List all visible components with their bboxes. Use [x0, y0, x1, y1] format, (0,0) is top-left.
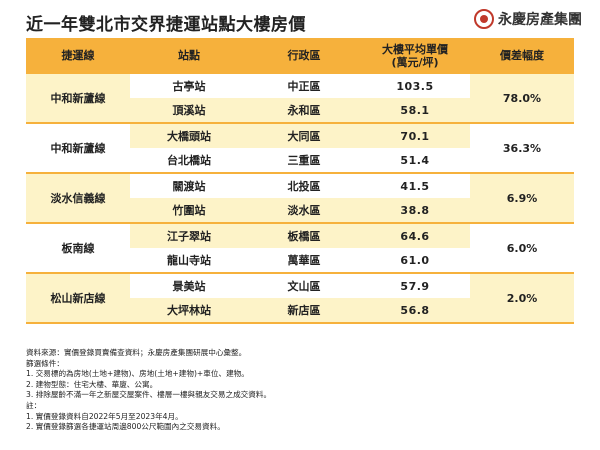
district-cell: 新店區 [287, 304, 321, 317]
group-line: 板南線 [61, 242, 95, 255]
district-cell: 北投區 [287, 180, 321, 193]
group-line: 中和新蘆線 [50, 92, 106, 105]
price-cell: 51.4 [400, 153, 430, 167]
table-row: 古亭站 中正區 103.5 [130, 74, 470, 98]
district-cell: 板橋區 [287, 230, 321, 243]
district-cell: 中正區 [287, 80, 321, 93]
page-title: 近一年雙北市交界捷運站點大樓房價 [26, 15, 306, 35]
note-line: 篩選條件： [26, 358, 64, 368]
table-row: 江子翠站 板橋區 64.6 [130, 224, 470, 248]
station-cell: 古亭站 [172, 80, 206, 93]
header-line: 捷運線 [61, 49, 95, 63]
group-line: 松山新店線 [50, 292, 106, 305]
note-line: 3. 排除屋齡不滿一年之新屋交屋案件、樓層一樓與親友交易之成交資料。 [26, 390, 272, 400]
source-notes: 資料來源：實價登錄買賣備查資料；永慶房產集團研展中心彙整。 篩選條件： 1. 交… [26, 348, 271, 433]
price-cell: 41.5 [400, 179, 430, 193]
station-cell: 關渡站 [172, 180, 206, 193]
note-line: 2. 建物型態：住宅大樓、華廈、公寓。 [26, 379, 158, 389]
station-cell: 江子翠站 [167, 230, 211, 243]
note-line: 註： [26, 400, 42, 410]
table-group: 淡水信義線 關渡站 北投區 41.5 竹圍站 淡水區 38.8 6.9% [26, 174, 574, 224]
price-cell: 103.5 [396, 79, 434, 93]
price-cell: 58.1 [400, 103, 430, 117]
note-line: 1. 交易標的為房地(土地+建物)、房地(土地+建物)+車位、建物。 [26, 369, 249, 379]
district-cell: 大同區 [287, 130, 321, 143]
price-cell: 38.8 [400, 203, 430, 217]
price-cell: 70.1 [400, 129, 430, 143]
price-cell: 64.6 [400, 229, 430, 243]
price-cell: 56.8 [400, 303, 430, 317]
diff-cell: 36.3% [502, 141, 542, 155]
district-cell: 文山區 [287, 280, 321, 293]
brand-logo-icon [474, 9, 494, 29]
table-header: 捷運線 站點 行政區 大樓平均單價 (萬元/坪) 價差幅度 [26, 38, 574, 74]
brand-name: 永慶房產集團 [498, 12, 582, 28]
station-cell: 台北橋站 [167, 154, 211, 167]
district-cell: 三重區 [287, 154, 321, 167]
header-district: 行政區 [287, 49, 321, 63]
station-cell: 竹圍站 [172, 204, 206, 217]
group-line: 淡水信義線 [50, 192, 106, 205]
note-line: 2. 實價登錄篩選各捷運站周邊800公尺範圍內之交易資料。 [26, 422, 225, 432]
table-row: 景美站 文山區 57.9 [130, 274, 470, 298]
table-group: 中和新蘆線 古亭站 中正區 103.5 頂溪站 永和區 58.1 78.0% [26, 74, 574, 124]
diff-cell: 78.0% [502, 91, 542, 105]
price-cell: 61.0 [400, 253, 430, 267]
station-cell: 龍山寺站 [167, 254, 211, 267]
diff-cell: 6.9% [506, 191, 538, 205]
table-row: 竹圍站 淡水區 38.8 [130, 198, 470, 222]
district-cell: 淡水區 [287, 204, 321, 217]
note-line: 資料來源：實價登錄買賣備查資料；永慶房產集團研展中心彙整。 [26, 348, 247, 357]
table-row: 關渡站 北投區 41.5 [130, 174, 470, 198]
table-row: 頂溪站 永和區 58.1 [130, 98, 470, 122]
header-diff: 價差幅度 [500, 49, 544, 63]
brand: 永慶房產集團 [474, 9, 582, 29]
price-cell: 57.9 [400, 279, 430, 293]
table-row: 龍山寺站 萬華區 61.0 [130, 248, 470, 272]
diff-cell: 2.0% [506, 291, 538, 305]
table-group: 板南線 江子翠站 板橋區 64.6 龍山寺站 萬華區 61.0 6.0% [26, 224, 574, 274]
station-cell: 大橋頭站 [167, 130, 211, 143]
table-row: 大橋頭站 大同區 70.1 [130, 124, 470, 148]
note-line: 1. 實價登錄資料自2022年5月至2023年4月。 [26, 411, 183, 421]
table-row: 大坪林站 新店區 56.8 [130, 298, 470, 322]
table-group: 松山新店線 景美站 文山區 57.9 大坪林站 新店區 56.8 2.0% [26, 274, 574, 324]
table-group: 中和新蘆線 大橋頭站 大同區 70.1 台北橋站 三重區 51.4 36.3% [26, 124, 574, 174]
price-table: 捷運線 站點 行政區 大樓平均單價 (萬元/坪) 價差幅度 中和新蘆線 古亭站 … [26, 38, 574, 324]
group-line: 中和新蘆線 [50, 142, 106, 155]
diff-cell: 6.0% [506, 241, 538, 255]
district-cell: 萬華區 [287, 254, 321, 267]
station-cell: 頂溪站 [172, 104, 206, 117]
station-cell: 大坪林站 [167, 304, 211, 317]
station-cell: 景美站 [172, 280, 206, 293]
table-row: 台北橋站 三重區 51.4 [130, 148, 470, 172]
district-cell: 永和區 [287, 104, 321, 117]
header-station: 站點 [178, 49, 200, 63]
header-price: 大樓平均單價 (萬元/坪) [382, 42, 448, 69]
